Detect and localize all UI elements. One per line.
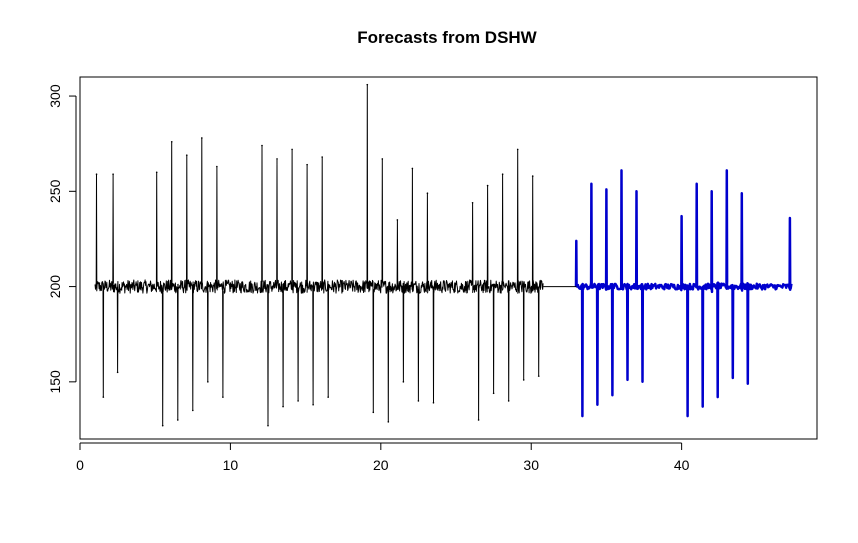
forecast-spike-point xyxy=(686,415,689,417)
historical-spike-point xyxy=(95,173,98,175)
historical-spike-point xyxy=(477,419,480,421)
historical-spike-point xyxy=(486,184,489,187)
historical-spike-point xyxy=(112,173,114,175)
forecast-spike-point xyxy=(635,190,638,193)
forecast-spike-point xyxy=(747,382,749,385)
historical-spike-point xyxy=(102,396,105,398)
forecast-spike-point xyxy=(731,377,734,379)
forecast-spike-point xyxy=(680,215,683,217)
y-tick-label: 200 xyxy=(47,275,63,299)
historical-spike-point xyxy=(381,158,384,160)
forecast-spike-point xyxy=(695,182,698,185)
x-tick-label: 0 xyxy=(76,457,84,473)
historical-spike-point xyxy=(432,402,435,404)
historical-spike-point xyxy=(531,175,534,177)
y-tick-label: 300 xyxy=(47,84,63,108)
historical-spike-point xyxy=(261,144,263,147)
historical-spike-point xyxy=(321,156,323,158)
forecast-spike-point xyxy=(716,396,719,398)
forecast-series-line xyxy=(574,169,793,418)
historical-spike-point xyxy=(267,424,269,427)
historical-spike-point xyxy=(170,140,173,143)
historical-spike-point xyxy=(492,392,495,395)
historical-spike-point xyxy=(516,148,519,151)
forecast-spike-point xyxy=(590,182,593,185)
forecast-spike-point xyxy=(701,405,704,408)
series-group xyxy=(94,83,793,427)
forecast-spike-point xyxy=(581,415,584,417)
historical-spike-point xyxy=(522,379,525,381)
forecast-spike-point xyxy=(641,381,644,383)
historical-spike-point xyxy=(116,371,119,374)
historical-spike-point xyxy=(222,396,224,398)
x-tick-label: 20 xyxy=(373,457,389,473)
historical-spike-point xyxy=(216,165,218,168)
historical-spike-point xyxy=(276,158,278,160)
historical-series-line xyxy=(94,84,544,427)
x-tick-label: 40 xyxy=(674,457,690,473)
x-tick-label: 30 xyxy=(523,457,539,473)
historical-spike-point xyxy=(306,163,308,166)
historical-spike-point xyxy=(176,419,179,421)
forecast-spike-point xyxy=(605,188,608,191)
historical-spike-point xyxy=(471,201,474,204)
historical-spike-point xyxy=(411,167,414,170)
chart-title: Forecasts from DSHW xyxy=(357,28,537,47)
historical-spike-point xyxy=(366,83,369,86)
forecast-spike-point xyxy=(626,379,629,381)
axes-group: 0 10 20 30 40 150 200 250 300 xyxy=(47,84,690,473)
historical-spike-point xyxy=(291,148,293,151)
historical-spike-point xyxy=(501,173,504,175)
historical-spike-point xyxy=(207,381,209,383)
forecast-spike-point xyxy=(575,240,578,242)
historical-spike-point xyxy=(192,409,194,412)
historical-spike-point xyxy=(282,405,284,408)
forecast-spike-point xyxy=(596,403,599,406)
historical-spike-point xyxy=(537,375,540,377)
forecast-spike-point xyxy=(710,190,713,193)
historical-spike-point xyxy=(297,400,299,402)
forecast-spike-point xyxy=(789,217,791,219)
historical-spike-point xyxy=(161,424,164,427)
historical-spike-point xyxy=(507,400,510,402)
historical-spike-point xyxy=(387,421,390,423)
historical-spike-point xyxy=(201,137,203,139)
forecast-spike-point xyxy=(620,169,623,172)
historical-spike-point xyxy=(426,192,429,195)
plot-frame xyxy=(79,76,818,440)
historical-spike-point xyxy=(312,403,314,406)
historical-spike-point xyxy=(396,219,399,221)
historical-spike-point xyxy=(402,381,405,383)
forecast-spike-point xyxy=(725,169,728,172)
forecast-spike-point xyxy=(611,394,614,396)
historical-spike-point xyxy=(417,400,420,402)
historical-spike-point xyxy=(327,396,329,398)
y-tick-label: 250 xyxy=(47,179,63,203)
forecast-spike-point xyxy=(740,192,743,195)
y-tick-label: 150 xyxy=(47,370,63,394)
x-tick-label: 10 xyxy=(223,457,239,473)
historical-spike-point xyxy=(155,171,158,174)
historical-spike-point xyxy=(372,411,375,414)
historical-spike-point xyxy=(185,154,188,156)
